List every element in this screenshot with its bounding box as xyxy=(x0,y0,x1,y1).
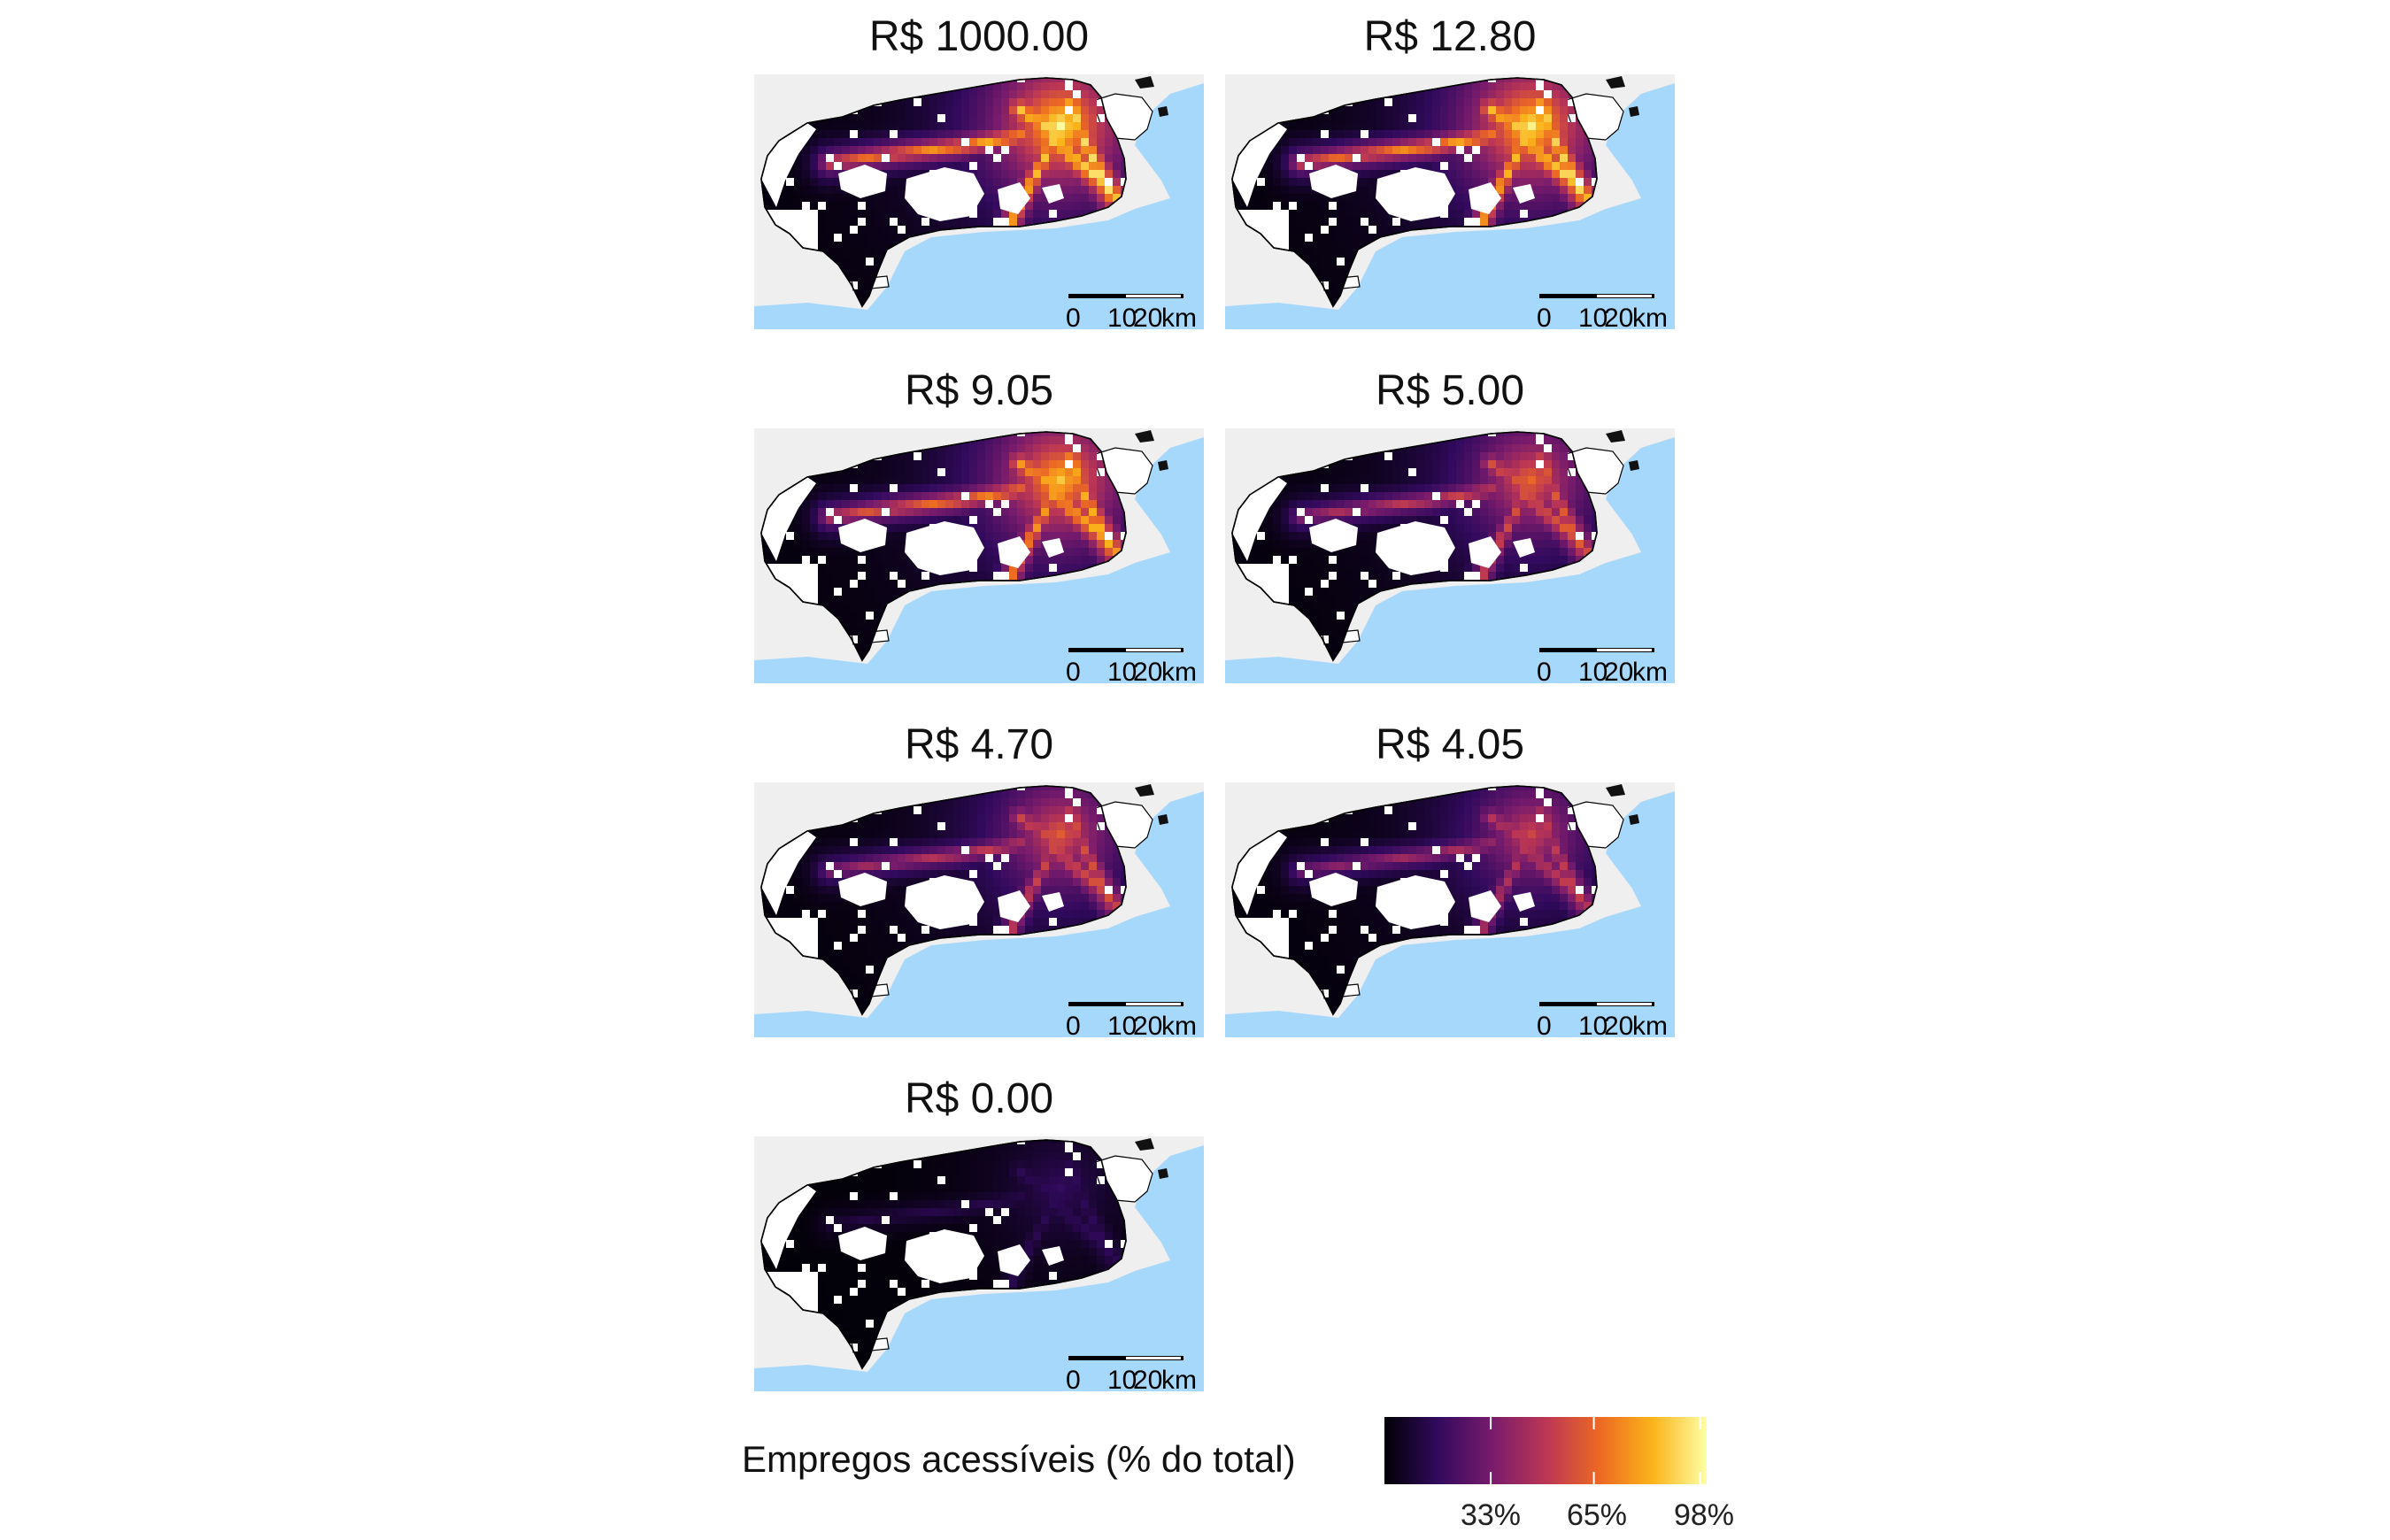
scale-label: 10 xyxy=(1578,1012,1607,1037)
scale-label: km xyxy=(1161,304,1197,329)
panel-title: R$ 5.00 xyxy=(1375,367,1525,414)
legend-tick-label: 33% xyxy=(1460,1498,1522,1532)
scale-label: 10 xyxy=(1578,304,1607,329)
panel-title: R$ 12.80 xyxy=(1363,13,1537,60)
scale-label: 10 xyxy=(1107,1366,1137,1391)
scale-label: 10 xyxy=(1107,1012,1137,1037)
scale-label: 0 xyxy=(1066,304,1081,329)
scale-label: 0 xyxy=(1066,1012,1081,1037)
legend-title: Empregos acessíveis (% do total) xyxy=(742,1438,1296,1480)
scale-label: 0 xyxy=(1537,304,1552,329)
scale-label: km xyxy=(1161,658,1197,683)
scale-label: 20 xyxy=(1133,1366,1162,1391)
panel-title: R$ 4.70 xyxy=(904,721,1054,768)
scale-label: km xyxy=(1632,658,1668,683)
scale-label: 0 xyxy=(1537,1012,1552,1037)
legend-tick-label: 65% xyxy=(1566,1498,1628,1532)
scale-label: 20 xyxy=(1133,658,1162,683)
panel-title: R$ 4.05 xyxy=(1375,721,1525,768)
scale-label: km xyxy=(1161,1012,1197,1037)
legend-colorbar xyxy=(1384,1417,1707,1484)
scale-label: 20 xyxy=(1133,304,1162,329)
scale-label: 20 xyxy=(1604,304,1633,329)
panel-title: R$ 9.05 xyxy=(904,367,1054,414)
legend-tick-label: 98% xyxy=(1673,1498,1735,1532)
scale-label: 20 xyxy=(1604,658,1633,683)
panel-title: R$ 0.00 xyxy=(904,1075,1054,1122)
scale-label: km xyxy=(1632,304,1668,329)
scale-label: 20 xyxy=(1604,1012,1633,1037)
scale-label: 0 xyxy=(1066,1366,1081,1391)
panel-title: R$ 1000.00 xyxy=(868,13,1090,60)
scale-label: km xyxy=(1632,1012,1668,1037)
scale-label: 0 xyxy=(1066,658,1081,683)
scale-label: 10 xyxy=(1107,658,1137,683)
scale-label: 20 xyxy=(1133,1012,1162,1037)
scale-label: 10 xyxy=(1578,658,1607,683)
scale-label: 10 xyxy=(1107,304,1137,329)
scale-label: 0 xyxy=(1537,658,1552,683)
color-legend: Empregos acessíveis (% do total) 33% 65%… xyxy=(742,1412,1751,1536)
scale-label: km xyxy=(1161,1366,1197,1391)
